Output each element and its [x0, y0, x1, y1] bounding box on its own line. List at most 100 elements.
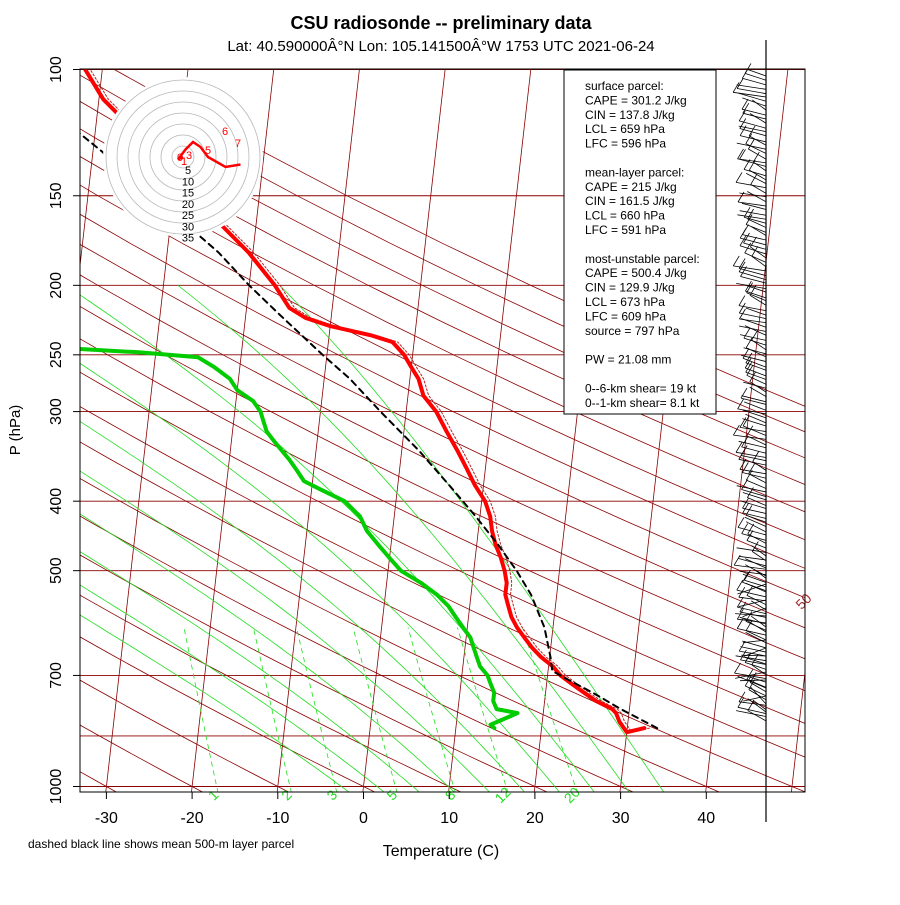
wind-barb: [738, 271, 767, 281]
wind-barb: [735, 655, 767, 662]
isotherm-label: 50: [792, 590, 814, 612]
wind-barb: [744, 579, 767, 588]
dry-adiabat: [80, 515, 635, 792]
isotherm: [448, 69, 532, 792]
dry-adiabat: [80, 406, 805, 758]
wind-barb: [745, 564, 767, 577]
moist-adiabat: [80, 614, 350, 792]
wind-barb: [744, 516, 767, 527]
wind-barb-feather: [752, 451, 760, 462]
wind-barb-feather: [738, 449, 746, 460]
hodograph-ring: [127, 101, 239, 213]
y-tick-label: 400: [48, 488, 65, 515]
wind-barb-feather: [741, 479, 748, 490]
info-line: CAPE = 500.4 J/kg: [585, 266, 687, 280]
profiles: [80, 69, 659, 735]
wind-barb: [745, 290, 767, 299]
wind-barb: [745, 413, 767, 424]
wind-barb-feather: [745, 505, 753, 516]
wind-barb-feather: [736, 596, 744, 608]
wind-barb: [738, 555, 767, 561]
mixing-ratio-label: 1: [205, 786, 222, 803]
wind-barb: [745, 521, 767, 533]
wind-barb-feather: [751, 654, 759, 666]
y-tick-label: 1000: [48, 769, 65, 805]
wind-barb-feather: [735, 172, 743, 183]
wind-barb: [739, 210, 767, 216]
wind-barb: [737, 158, 767, 164]
wind-barb: [752, 99, 767, 111]
mixing-ratio-line: [352, 627, 398, 792]
wind-barb: [738, 458, 767, 466]
isotherm: [790, 668, 805, 792]
hodograph-label: 6: [222, 126, 228, 138]
wind-barb-feather: [752, 151, 760, 163]
dry-adiabat: [80, 156, 805, 513]
info-line: 0--6-km shear= 19 kt: [585, 381, 697, 395]
wind-barb: [747, 497, 767, 506]
x-tick-label: -10: [266, 810, 289, 827]
wind-barb: [740, 397, 767, 405]
mean-parcel-line: [80, 132, 659, 730]
wind-barb: [750, 184, 767, 194]
wind-barb: [742, 418, 767, 427]
info-line: LCL = 659 hPa: [585, 122, 665, 136]
y-tick-label: 500: [48, 557, 65, 584]
wind-barb: [749, 113, 767, 124]
wind-barb: [739, 650, 767, 657]
wind-barb-feather: [739, 308, 746, 320]
info-line: LFC = 596 hPa: [585, 137, 666, 151]
dry-adiabat: [80, 477, 721, 792]
wind-barb: [738, 268, 767, 277]
info-line: surface parcel:: [585, 79, 664, 93]
wind-barb: [745, 347, 767, 358]
wind-barb: [752, 461, 767, 471]
wind-barb: [749, 294, 767, 306]
wind-barb: [745, 371, 767, 380]
wind-barb-feather: [743, 159, 751, 170]
wind-barb-feather: [750, 174, 758, 185]
wind-barb-feather: [745, 133, 753, 144]
wind-barb: [742, 77, 767, 86]
wind-barb: [743, 284, 767, 293]
hodograph-ring: [116, 90, 250, 224]
wind-barb: [739, 468, 767, 475]
wind-barb: [745, 224, 767, 233]
wind-barb: [743, 618, 767, 633]
wind-barb: [744, 73, 767, 81]
hodograph-label: 7: [235, 138, 241, 150]
wind-barb: [746, 435, 767, 446]
hodograph-line: [177, 140, 241, 169]
wind-barb: [741, 489, 767, 497]
hodograph-ring-label: 25: [182, 210, 194, 222]
info-line: PW = 21.08 mm: [585, 353, 671, 367]
info-line: CAPE = 215 J/kg: [585, 180, 677, 194]
hodograph-ring-label: 10: [182, 176, 194, 188]
wind-barb-feather: [745, 611, 753, 622]
moist-adiabat: [177, 284, 630, 792]
y-tick-label: 200: [48, 272, 65, 299]
wind-barb: [739, 500, 767, 509]
wind-barb: [733, 91, 767, 98]
wind-barb: [737, 706, 767, 714]
wind-barb: [741, 108, 767, 116]
wind-barb: [746, 595, 767, 606]
wind-barb: [737, 527, 767, 536]
wind-barb-feather: [741, 98, 749, 110]
wind-barb-feather: [739, 417, 747, 428]
wind-barb-feather: [742, 348, 750, 359]
wind-barb-feather: [744, 357, 752, 369]
wind-barb-feather: [745, 214, 753, 225]
wind-barb: [745, 685, 767, 697]
dry-adiabat: [80, 128, 805, 485]
wind-barb: [742, 97, 767, 107]
isotherm: [362, 69, 446, 792]
wind-barb: [739, 158, 767, 167]
wind-barb-feather: [745, 361, 753, 373]
wind-barb-feather: [733, 554, 741, 566]
wind-barb: [748, 473, 767, 484]
wind-barb-feather: [738, 691, 746, 703]
wind-barb-feather: [747, 523, 755, 535]
